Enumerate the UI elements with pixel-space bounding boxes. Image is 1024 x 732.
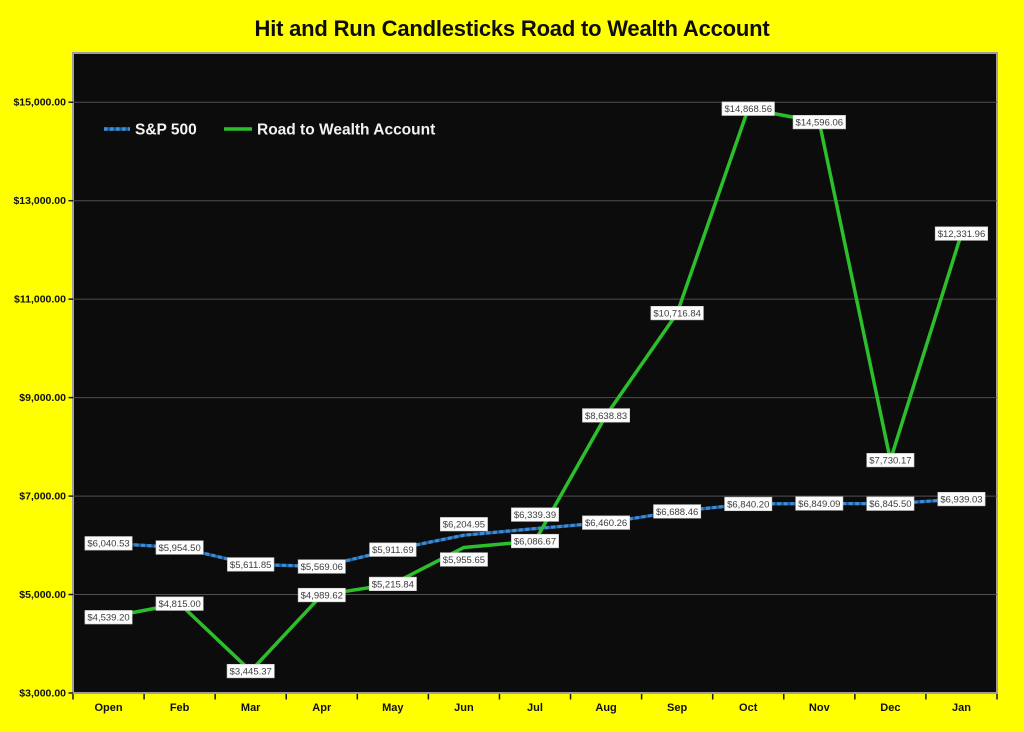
plot-area <box>72 52 998 694</box>
data-label-text: $6,460.26 <box>585 518 627 529</box>
data-label-box <box>650 305 704 321</box>
data-label-text: $5,215.84 <box>372 579 414 590</box>
data-label-text: $6,040.53 <box>87 539 129 550</box>
data-label-box <box>227 557 275 572</box>
data-label-box <box>84 610 133 625</box>
x-axis-category-label: Open <box>94 702 122 714</box>
data-label-text: $6,204.95 <box>443 520 485 531</box>
data-label-text: $6,339.39 <box>514 510 556 521</box>
data-label-box <box>792 115 846 130</box>
data-label-text: $3,445.37 <box>230 666 272 677</box>
gridlines <box>73 101 997 596</box>
data-label-box <box>511 533 559 549</box>
data-label-text: $4,815.00 <box>158 599 200 610</box>
data-label-text: $5,911.69 <box>372 545 414 556</box>
legend-label-sp500: S&P 500 <box>135 122 197 139</box>
data-label-box <box>511 507 559 522</box>
data-label-box <box>795 496 844 511</box>
data-label-box <box>866 453 915 468</box>
chart-title: Hit and Run Candlesticks Road to Wealth … <box>254 16 770 41</box>
data-label-text: $6,840.20 <box>727 499 769 510</box>
data-label-text: $4,989.62 <box>301 590 343 601</box>
data-label-box <box>297 587 346 603</box>
x-axis-category-label: Aug <box>595 702 616 714</box>
data-label-box <box>582 408 631 423</box>
data-label-box <box>226 663 275 679</box>
x-axis-category-label: Oct <box>739 702 758 714</box>
data-label-box <box>155 596 204 611</box>
data-label-text: $4,539.20 <box>87 613 129 624</box>
data-label-text: $6,845.50 <box>869 499 911 510</box>
x-axis-category-label: Feb <box>170 702 190 714</box>
data-labels: $6,040.53 $5,954.50 $5,611.85 $5,569.06 $5,9… <box>84 101 989 679</box>
data-label-box <box>155 540 204 555</box>
data-label-text: $12,331.96 <box>938 229 986 240</box>
legend: S&P 500 Road to Wealth Account <box>104 122 435 139</box>
data-label-text: $14,868.56 <box>724 104 772 115</box>
data-label-text: $5,569.06 <box>301 562 343 573</box>
x-axis-category-label: Apr <box>312 702 332 714</box>
data-label-text: $6,688.46 <box>656 507 698 518</box>
x-axis-category-label: Nov <box>809 702 831 714</box>
data-label-box <box>84 536 133 551</box>
axes: $3,000.00 $5,000.00 $7,000.00 $9,000.00 $11,… <box>13 97 998 714</box>
y-axis-tick-label: $5,000.00 <box>19 589 66 601</box>
x-axis-category-label: Sep <box>667 702 687 714</box>
data-label-text: $7,730.17 <box>869 456 911 467</box>
data-label-box <box>439 552 488 567</box>
y-axis-tick-label: $3,000.00 <box>19 688 66 700</box>
data-label-box <box>297 559 346 574</box>
y-axis-tick-label: $15,000.00 <box>13 97 66 109</box>
data-label-box <box>653 504 702 519</box>
y-axis-tick-label: $9,000.00 <box>19 392 66 404</box>
data-label-text: $10,716.84 <box>653 308 701 319</box>
legend-label-road-to-wealth: Road to Wealth Account <box>257 122 435 139</box>
y-axis-tick-label: $13,000.00 <box>13 195 66 207</box>
data-label-text: $8,638.83 <box>585 411 627 422</box>
data-label-text: $6,849.09 <box>798 499 840 510</box>
x-axis-category-label: Jan <box>952 702 971 714</box>
data-label-box <box>368 576 417 592</box>
data-label-box <box>369 542 417 557</box>
data-label-box <box>937 491 986 507</box>
data-label-box <box>866 496 915 511</box>
data-label-text: $6,086.67 <box>514 536 556 547</box>
y-axis-tick-label: $11,000.00 <box>14 294 66 306</box>
data-label-box <box>582 515 631 530</box>
data-label-text: $5,611.85 <box>230 560 272 571</box>
data-label-text: $5,955.65 <box>443 555 485 566</box>
data-label-box <box>724 496 773 512</box>
y-axis-tick-label: $7,000.00 <box>19 491 66 503</box>
x-axis-category-label: Mar <box>241 702 261 714</box>
data-label-box <box>934 226 989 241</box>
data-label-box <box>439 517 488 532</box>
plot-background <box>72 52 998 694</box>
data-label-box <box>721 101 775 116</box>
x-axis-category-label: Dec <box>880 702 900 714</box>
data-label-text: $6,939.03 <box>940 494 982 505</box>
data-label-text: $14,596.06 <box>796 118 844 129</box>
x-axis-category-label: Jun <box>454 702 474 714</box>
x-axis-category-label: Jul <box>527 702 543 714</box>
data-label-text: $5,954.50 <box>158 543 200 554</box>
x-axis-category-label: May <box>382 702 404 714</box>
